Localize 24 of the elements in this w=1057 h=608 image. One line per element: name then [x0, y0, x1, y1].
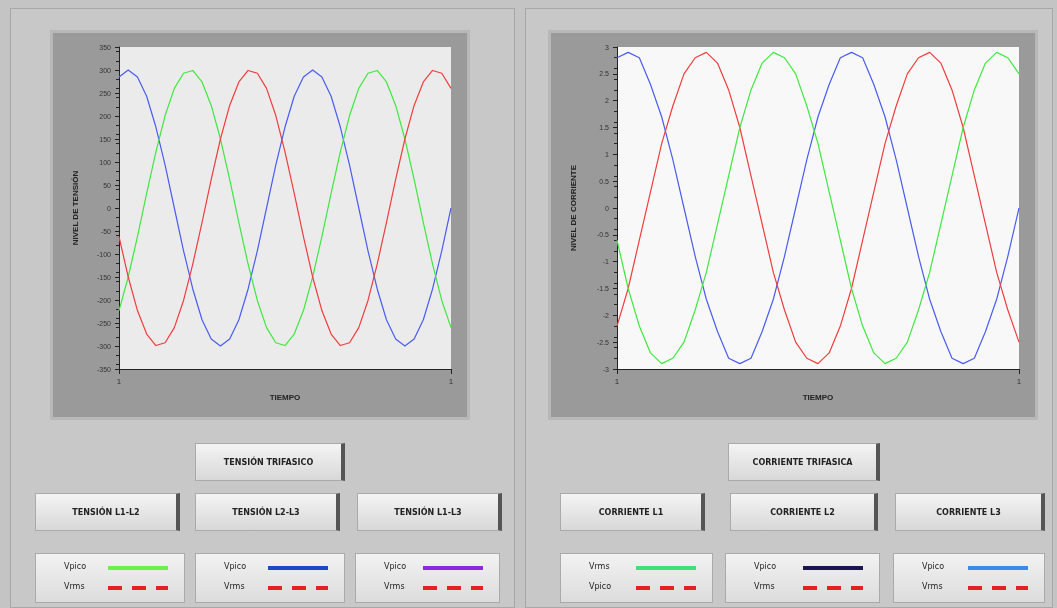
x-axis-title: TIEMPO [802, 392, 834, 402]
push-button: TENSIÓN TRIFASICO [195, 443, 345, 481]
push-button: CORRIENTE L1 [560, 493, 705, 531]
indicator-panel: Vpico Vrms [355, 553, 500, 603]
line-series [616, 51, 1020, 365]
push-button: TENSIÓN L1-L2 [35, 493, 180, 531]
x-tick-label: 1 [614, 376, 620, 386]
line-series [118, 69, 452, 347]
indicator-panel: Vpico Vrms [195, 553, 345, 603]
push-button: CORRIENTE L2 [730, 493, 878, 531]
push-button: CORRIENTE TRIFASICA [728, 443, 880, 481]
indicator-panel: Vrms Vpico [560, 553, 713, 603]
push-button: TENSIÓN L2-L3 [195, 493, 340, 531]
indicator-panel: Vpico Vrms [725, 553, 880, 603]
x-tick-label: 1 [116, 376, 122, 386]
y-axis-title: NIVEL DE TENSIÓN [70, 170, 80, 246]
x-axis-title: TIEMPO [269, 392, 301, 402]
push-button: CORRIENTE L3 [895, 493, 1045, 531]
push-button: TENSIÓN L1-L3 [357, 493, 502, 531]
indicator-panel: Vpico Vrms [893, 553, 1045, 603]
indicator-panel: Vpico Vrms [35, 553, 185, 603]
y-axis-title: NIVEL DE CORRIENTE [568, 164, 578, 252]
x-tick-label: 1 [1016, 376, 1022, 386]
x-tick-label: 1 [448, 376, 454, 386]
